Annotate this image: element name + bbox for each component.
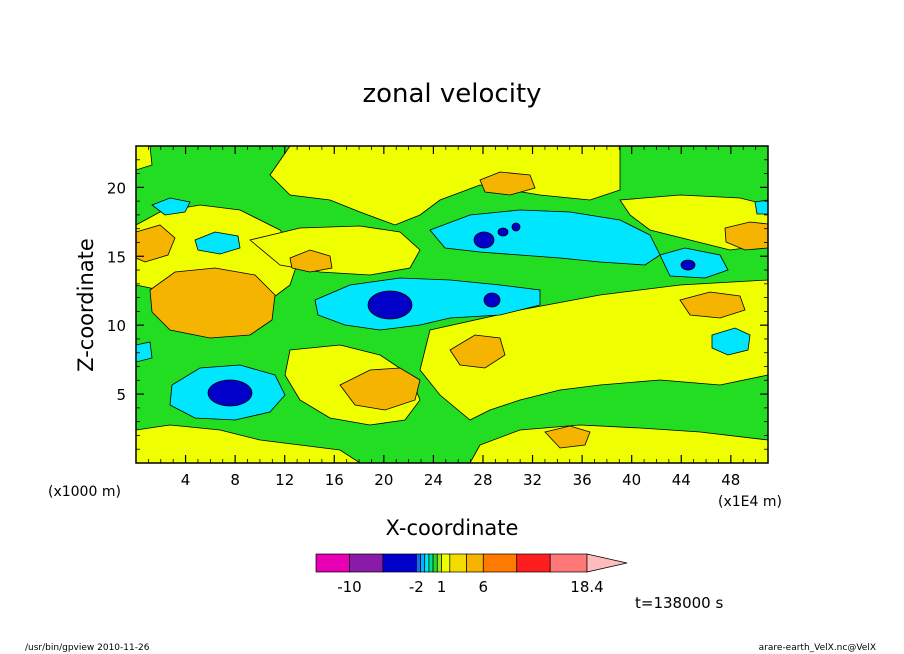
colorbar-cell: [482, 553, 518, 573]
x-tick-label: 20: [374, 471, 393, 489]
colorbar-cell: [428, 553, 434, 573]
chart-title: zonal velocity: [362, 79, 541, 109]
y-tick-label: 5: [116, 386, 126, 404]
x-tick-label: 44: [672, 471, 691, 489]
region-cyan-top-right: [754, 199, 768, 215]
x-tick-label: 12: [275, 471, 294, 489]
footer-right: arare-earth_VelX.nc@VelX: [759, 643, 876, 653]
plot-frame: [135, 145, 769, 464]
x-tick-label: 16: [325, 471, 344, 489]
colorbar-ticks: -10 -2 1 6 18.4: [337, 578, 603, 596]
region-blue-low-core: [207, 379, 253, 407]
y-tick-label: 10: [107, 317, 126, 335]
colorbar-cell: [424, 553, 430, 573]
region-orange-upper-left: [136, 224, 176, 263]
colorbar: [315, 553, 628, 573]
y-axis-label: Z-coordinate: [74, 238, 98, 372]
region-yellow-top-left: [136, 146, 153, 171]
region-orange-mid-center: [449, 334, 506, 369]
colorbar-cell: [449, 553, 467, 573]
x-tick-label: 36: [573, 471, 592, 489]
colorbar-cell: [516, 553, 551, 573]
region-orange-top: [479, 171, 536, 196]
region-cyan-upper-band: [429, 209, 661, 266]
colorbar-tick-label: 18.4: [570, 578, 603, 596]
x-unit-right: (x1E4 m): [718, 494, 782, 510]
region-cyan-right-mid: [711, 327, 751, 356]
x-axis-label: X-coordinate: [386, 516, 519, 540]
x-tick-label: 48: [721, 471, 740, 489]
x-tick-label: 24: [424, 471, 443, 489]
region-blue-upper-core-2: [497, 227, 509, 237]
region-yellow-bottom-right: [469, 424, 768, 463]
region-blue-upper-core-3: [511, 222, 521, 232]
region-orange-mid-left: [289, 249, 333, 273]
x-tick-label: 40: [622, 471, 641, 489]
x-tick-label: 32: [523, 471, 542, 489]
x-tick-label: 8: [230, 471, 240, 489]
colorbar-tick-label: -2: [409, 578, 424, 596]
region-blue-upper-core-1: [473, 231, 495, 249]
colorbar-cell: [382, 553, 417, 573]
x-unit-left: (x1000 m): [48, 484, 121, 500]
y-tick-label: 20: [107, 179, 126, 197]
region-orange-lower-center: [339, 367, 421, 411]
footer-left: /usr/bin/gpview 2010-11-26: [25, 643, 150, 653]
colorbar-cell: [416, 553, 421, 573]
region-cyan-upper-left: [194, 231, 241, 255]
x-axis-ticks: 4 8 12 16 20 24 28 32 36 40 44 48: [147, 146, 757, 489]
colorbar-tick-label: -10: [337, 578, 362, 596]
region-yellow-right-band: [419, 279, 768, 421]
colorbar-cell: [349, 553, 384, 573]
colorbar-cell: [441, 553, 451, 573]
region-blue-right-core: [680, 259, 696, 271]
time-label: t=138000 s: [635, 594, 723, 612]
y-axis-ticks: 5 10 15 20: [107, 159, 768, 450]
region-orange-right: [679, 291, 746, 319]
region-cyan-mid-cell: [314, 277, 541, 331]
region-blue-mid-core: [367, 290, 413, 320]
x-tick-label: 28: [473, 471, 492, 489]
region-cyan-left-edge: [136, 341, 153, 363]
region-yellow-top-center: [269, 146, 621, 226]
region-orange-upper-right: [724, 221, 768, 251]
region-orange-bottom-right: [544, 425, 591, 449]
colorbar-cell: [420, 553, 426, 573]
colorbar-tick-label: 6: [479, 578, 489, 596]
colorbar-cell: [315, 553, 350, 573]
region-cyan-top-left: [151, 197, 191, 216]
y-tick-label: 15: [107, 248, 126, 266]
region-orange-sw-cell: [149, 267, 276, 339]
colorbar-cell: [549, 553, 588, 573]
region-yellow-bottom-left: [136, 424, 361, 463]
colorbar-extension: [586, 553, 628, 573]
plot-area: [136, 146, 768, 463]
region-blue-mid-core-2: [483, 292, 501, 308]
x-tick-label: 4: [181, 471, 191, 489]
colorbar-tick-label: 1: [437, 578, 447, 596]
colorbar-cell: [466, 553, 484, 573]
colorbar-cell: [432, 553, 438, 573]
colorbar-cell: [436, 553, 442, 573]
